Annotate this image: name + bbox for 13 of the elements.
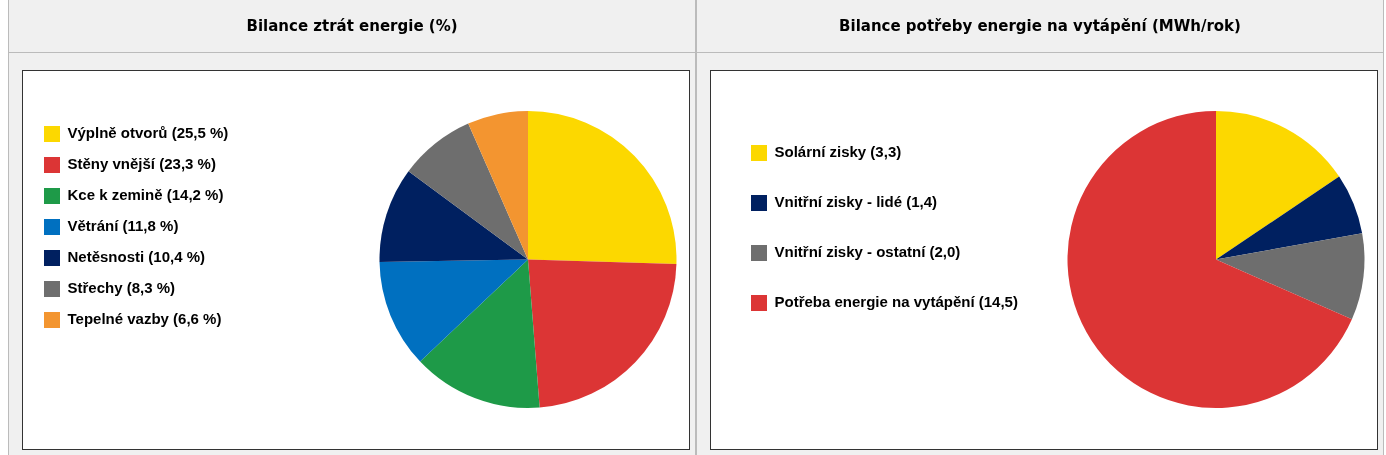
legend-label: Netěsnosti (10,4 %) [67,248,206,266]
chart-title: Bilance ztrát energie (%) [9,0,695,53]
legend-label: Potřeba energie na vytápění (14,5) [774,293,1018,311]
legend-label: Stěny vnější (23,3 %) [67,155,216,173]
legend-label: Solární zisky (3,3) [774,143,902,161]
legend-label: Vnitřní zisky - lidé (1,4) [774,193,938,211]
legend-label: Větrání (11,8 %) [67,217,179,235]
chart-title: Bilance potřeby energie na vytápění (MWh/rok) [697,0,1383,53]
legend-label: Vnitřní zisky - ostatní (2,0) [774,243,961,261]
legend-label: Tepelné vazby (6,6 %) [67,310,222,328]
legend-label: Kce k zemině (14,2 %) [67,186,224,204]
legend-label: Výplně otvorů (25,5 %) [67,124,229,142]
legend-label: Střechy (8,3 %) [67,279,176,297]
